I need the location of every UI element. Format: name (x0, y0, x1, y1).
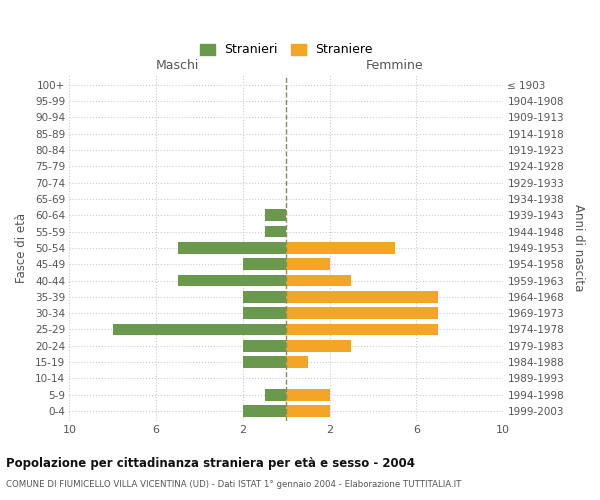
Bar (286, 274, 352, 286)
Bar (243, 308, 286, 319)
Text: COMUNE DI FIUMICELLO VILLA VICENTINA (UD) - Dati ISTAT 1° gennaio 2004 - Elabora: COMUNE DI FIUMICELLO VILLA VICENTINA (UD… (6, 480, 461, 489)
Bar (286, 291, 438, 302)
Text: Popolazione per cittadinanza straniera per età e sesso - 2004: Popolazione per cittadinanza straniera p… (6, 458, 415, 470)
Bar (243, 340, 286, 351)
Bar (243, 258, 286, 270)
Bar (286, 258, 329, 270)
Y-axis label: Anni di nascita: Anni di nascita (572, 204, 585, 292)
Bar (113, 324, 286, 336)
Text: Femmine: Femmine (366, 58, 424, 71)
Text: Maschi: Maschi (156, 58, 200, 71)
Bar (178, 242, 286, 254)
Legend: Stranieri, Straniere: Stranieri, Straniere (196, 40, 377, 60)
Bar (286, 356, 308, 368)
Bar (265, 226, 286, 237)
Bar (178, 274, 286, 286)
Bar (286, 340, 352, 351)
Bar (243, 356, 286, 368)
Bar (243, 291, 286, 302)
Bar (286, 389, 329, 400)
Bar (243, 405, 286, 417)
Y-axis label: Fasce di età: Fasce di età (15, 213, 28, 283)
Bar (286, 324, 438, 336)
Bar (265, 389, 286, 400)
Bar (286, 242, 395, 254)
Bar (286, 308, 438, 319)
Bar (286, 405, 329, 417)
Bar (265, 210, 286, 221)
